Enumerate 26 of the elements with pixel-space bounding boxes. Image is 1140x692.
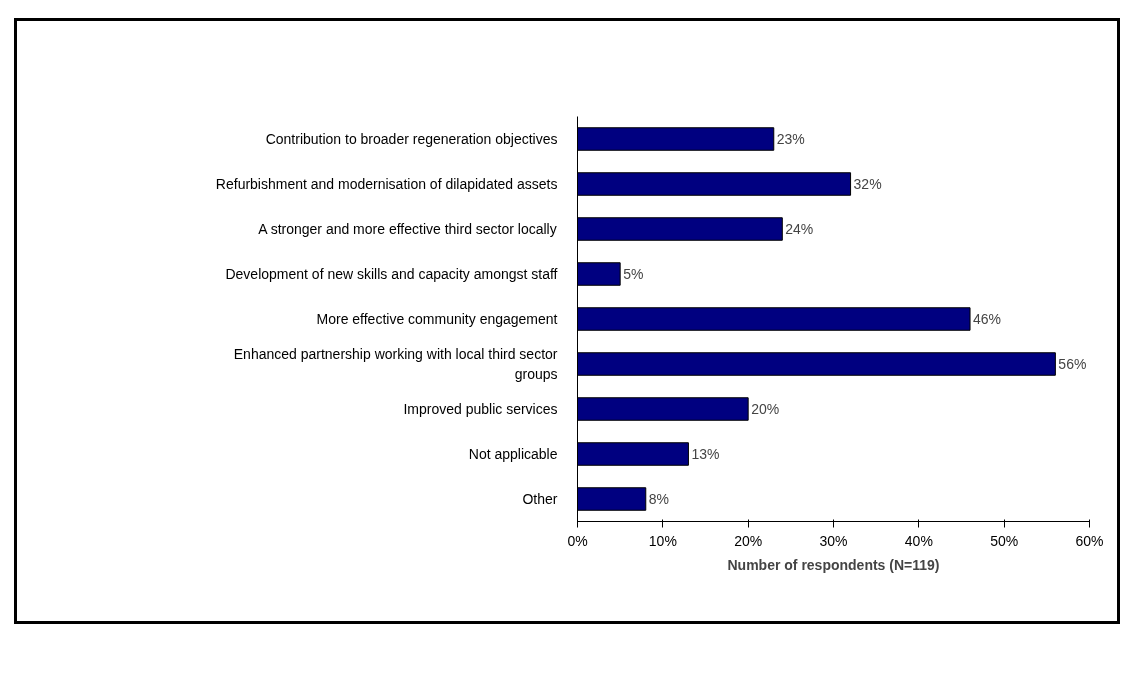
x-tick-label: 10% [648, 532, 677, 549]
y-tick-label: Not applicable [468, 446, 558, 462]
y-tick-label: A stronger and more effective third sector locally [258, 221, 557, 237]
data-label: 13% [691, 446, 720, 462]
y-tick-label: Enhanced partnership working with local third sector groups [233, 346, 558, 382]
data-label: 8% [648, 491, 669, 507]
x-tick-label: 60% [1075, 532, 1104, 549]
data-label: 32% [853, 176, 882, 192]
y-tick-label: Development of new skills and capacity amongst staff [225, 266, 558, 282]
data-label: 24% [785, 221, 814, 237]
x-axis-title: Number of respondents (N=119) [727, 556, 940, 573]
y-tick-label: Refurbishment and modernisation of dilapidated assets [215, 176, 558, 192]
data-label: 56% [1058, 356, 1087, 372]
data-label: 5% [623, 266, 644, 282]
x-tick-label: 40% [904, 532, 933, 549]
x-tick-label: 30% [819, 532, 848, 549]
x-tick-label: 0% [567, 532, 588, 549]
y-tick-label: More effective community engagement [316, 311, 558, 327]
x-tick-label: 20% [734, 532, 763, 549]
data-label: 46% [973, 311, 1002, 327]
data-label: 20% [751, 401, 780, 417]
y-tick-label: Contribution to broader regeneration objectives [265, 131, 558, 147]
data-label: 23% [776, 131, 805, 147]
y-tick-label: Improved public services [403, 401, 558, 417]
y-tick-label: Other [522, 491, 558, 507]
x-tick-label: 50% [990, 532, 1019, 549]
